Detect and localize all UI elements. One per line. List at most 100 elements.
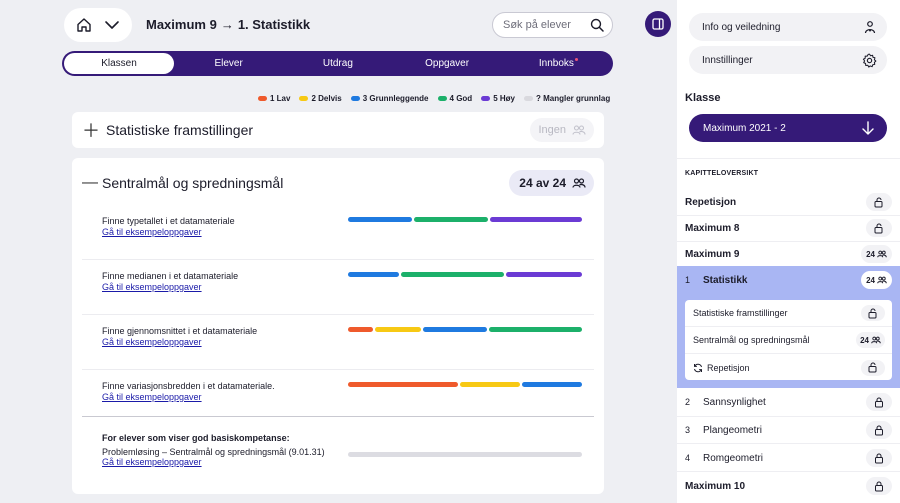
count-text: 24	[866, 275, 875, 285]
subchapter-item[interactable]: Statistiske framstillinger	[685, 300, 892, 327]
badge-text: Ingen	[538, 124, 566, 136]
chapter-label: Sannsynlighet	[703, 396, 766, 408]
goal-progress-bar	[348, 382, 582, 387]
goal-progress-bar	[348, 327, 582, 332]
section-header[interactable]: — Sentralmål og spredningsmål 24 av 24	[82, 170, 594, 196]
refresh-icon	[693, 363, 703, 373]
goal-row: Finne typetallet i et datamateriale Gå t…	[82, 206, 594, 260]
class-select-value: Maximum 2021 - 2	[703, 122, 786, 134]
legend-label: ? Mangler grunnlag	[535, 94, 611, 103]
legend-swatch	[437, 96, 447, 101]
students-icon	[871, 336, 881, 344]
goal-example-link[interactable]: Gå til eksempeloppgaver	[102, 392, 202, 402]
divider	[677, 215, 900, 216]
tab-elever[interactable]: Elever	[174, 53, 283, 74]
divider	[677, 443, 900, 444]
tab-innboks[interactable]: Innboks	[502, 53, 611, 74]
breadcrumb-arrow: →	[220, 17, 234, 32]
tab-oppgaver[interactable]: Oppgaver	[393, 53, 502, 74]
level-legend: 1 Lav 2 Delvis 3 Grunnleggende 4 God 5 H…	[258, 94, 610, 103]
tab-label: Innboks	[538, 58, 574, 69]
unlock-icon[interactable]	[866, 193, 892, 211]
chapter-label: Repetisjon	[685, 196, 737, 208]
divider	[677, 241, 900, 242]
chapter-number: 4	[685, 453, 691, 463]
goal-example-link[interactable]: Gå til eksempeloppgaver	[102, 337, 202, 347]
chapter-item-maximum8[interactable]: Maximum 8	[677, 215, 900, 241]
search-icon[interactable]	[590, 18, 604, 32]
search-input[interactable]	[503, 19, 587, 31]
chapter-item-repetisjon[interactable]: Repetisjon	[677, 189, 900, 215]
legend-label: 5 Høy	[493, 94, 515, 103]
chapter-item-plangeometri[interactable]: 3 Plangeometri	[677, 417, 900, 443]
chapter-label: Maximum 9	[685, 248, 740, 260]
goal-name: Finne variasjonsbredden i et datamateria…	[102, 381, 275, 391]
chapter-label: Statistikk	[703, 274, 748, 286]
tab-klassen[interactable]: Klassen	[64, 53, 174, 74]
settings-button[interactable]: Innstillinger	[689, 46, 887, 74]
lock-icon[interactable]	[866, 449, 892, 467]
student-count-badge: Ingen	[530, 118, 594, 142]
breadcrumb-book[interactable]: Maximum 9	[146, 17, 217, 32]
legend-item: 5 Høy	[481, 94, 515, 103]
legend-item: 2 Delvis	[299, 94, 342, 103]
count-text: 24	[860, 335, 869, 345]
chapter-item-sannsynlighet[interactable]: 2 Sannsynlighet	[677, 389, 900, 415]
unlock-icon[interactable]	[866, 219, 892, 237]
unlock-icon[interactable]	[861, 359, 885, 376]
extra-example-link[interactable]: Gå til eksempeloppgaver	[102, 457, 202, 467]
goal-example-link[interactable]: Gå til eksempeloppgaver	[102, 227, 202, 237]
lock-icon[interactable]	[866, 393, 892, 411]
subchapter-item[interactable]: Repetisjon	[685, 354, 892, 381]
goal-row: Finne medianen i et datamateriale Gå til…	[82, 261, 594, 315]
sidebar-toggle-button[interactable]	[645, 11, 671, 37]
extra-tasks: For elever som viser god basiskompetanse…	[82, 416, 594, 467]
bar-segment-level-2	[375, 327, 421, 332]
lock-icon[interactable]	[866, 421, 892, 439]
collapse-icon[interactable]: —	[82, 174, 98, 191]
lock-icon[interactable]	[866, 477, 892, 495]
chapter-number: 2	[685, 397, 691, 407]
right-sidebar: Info og veiledning Innstillinger Klasse …	[677, 0, 900, 503]
bar-segment-level-4	[414, 217, 488, 222]
bar-segment-level-1	[348, 382, 459, 387]
bar-segment-level-4	[488, 327, 582, 332]
chapter-item-maximum9[interactable]: Maximum 9 24	[677, 241, 900, 267]
main-area: Maximum 9 → 1. Statistikk Klassen Elever…	[62, 8, 671, 494]
students-icon	[572, 125, 586, 135]
legend-label: 1 Lav	[270, 94, 291, 103]
legend-label: 4 God	[449, 94, 473, 103]
section-statistiske-framstillinger[interactable]: ＋ Statistiske framstillinger Ingen	[72, 112, 604, 148]
student-count-badge: 24	[856, 332, 885, 348]
bar-segment-level-3	[348, 217, 413, 222]
chapter-number: 3	[685, 425, 691, 435]
info-button[interactable]: Info og veiledning	[689, 13, 887, 41]
goal-example-link[interactable]: Gå til eksempeloppgaver	[102, 282, 202, 292]
bar-segment-level-3	[348, 272, 399, 277]
subchapter-item[interactable]: Sentralmål og spredningsmål 24	[685, 327, 892, 354]
goal-progress-bar	[348, 217, 582, 222]
expand-icon[interactable]: ＋	[82, 121, 100, 141]
tab-utdrag[interactable]: Utdrag	[283, 53, 392, 74]
legend-swatch	[299, 96, 309, 101]
goal-progress-bar	[348, 272, 582, 277]
chevron-down-icon[interactable]	[104, 17, 120, 33]
count-text: 24	[866, 249, 875, 259]
chapter-label: Romgeometri	[703, 452, 764, 464]
chapter-item-romgeometri[interactable]: 4 Romgeometri	[677, 445, 900, 471]
badge-text: 24 av 24	[519, 176, 566, 190]
student-count-badge: 24	[861, 245, 892, 263]
legend-swatch	[523, 96, 533, 101]
bar-segment-level-5	[489, 217, 582, 222]
bar-segment-level-5	[506, 272, 582, 277]
bar-segment-level-3	[522, 382, 582, 387]
legend-swatch	[481, 96, 491, 101]
class-select[interactable]: Maximum 2021 - 2	[689, 114, 887, 142]
chapter-item-statistikk[interactable]: 1 Statistikk 24	[677, 266, 900, 294]
unlock-icon[interactable]	[861, 305, 885, 321]
home-icon[interactable]	[76, 17, 92, 33]
breadcrumb: Maximum 9 → 1. Statistikk	[146, 17, 310, 32]
chapter-item-maximum10[interactable]: Maximum 10	[677, 473, 900, 499]
home-nav-pill	[64, 8, 132, 42]
extra-progress-bar	[348, 452, 582, 457]
